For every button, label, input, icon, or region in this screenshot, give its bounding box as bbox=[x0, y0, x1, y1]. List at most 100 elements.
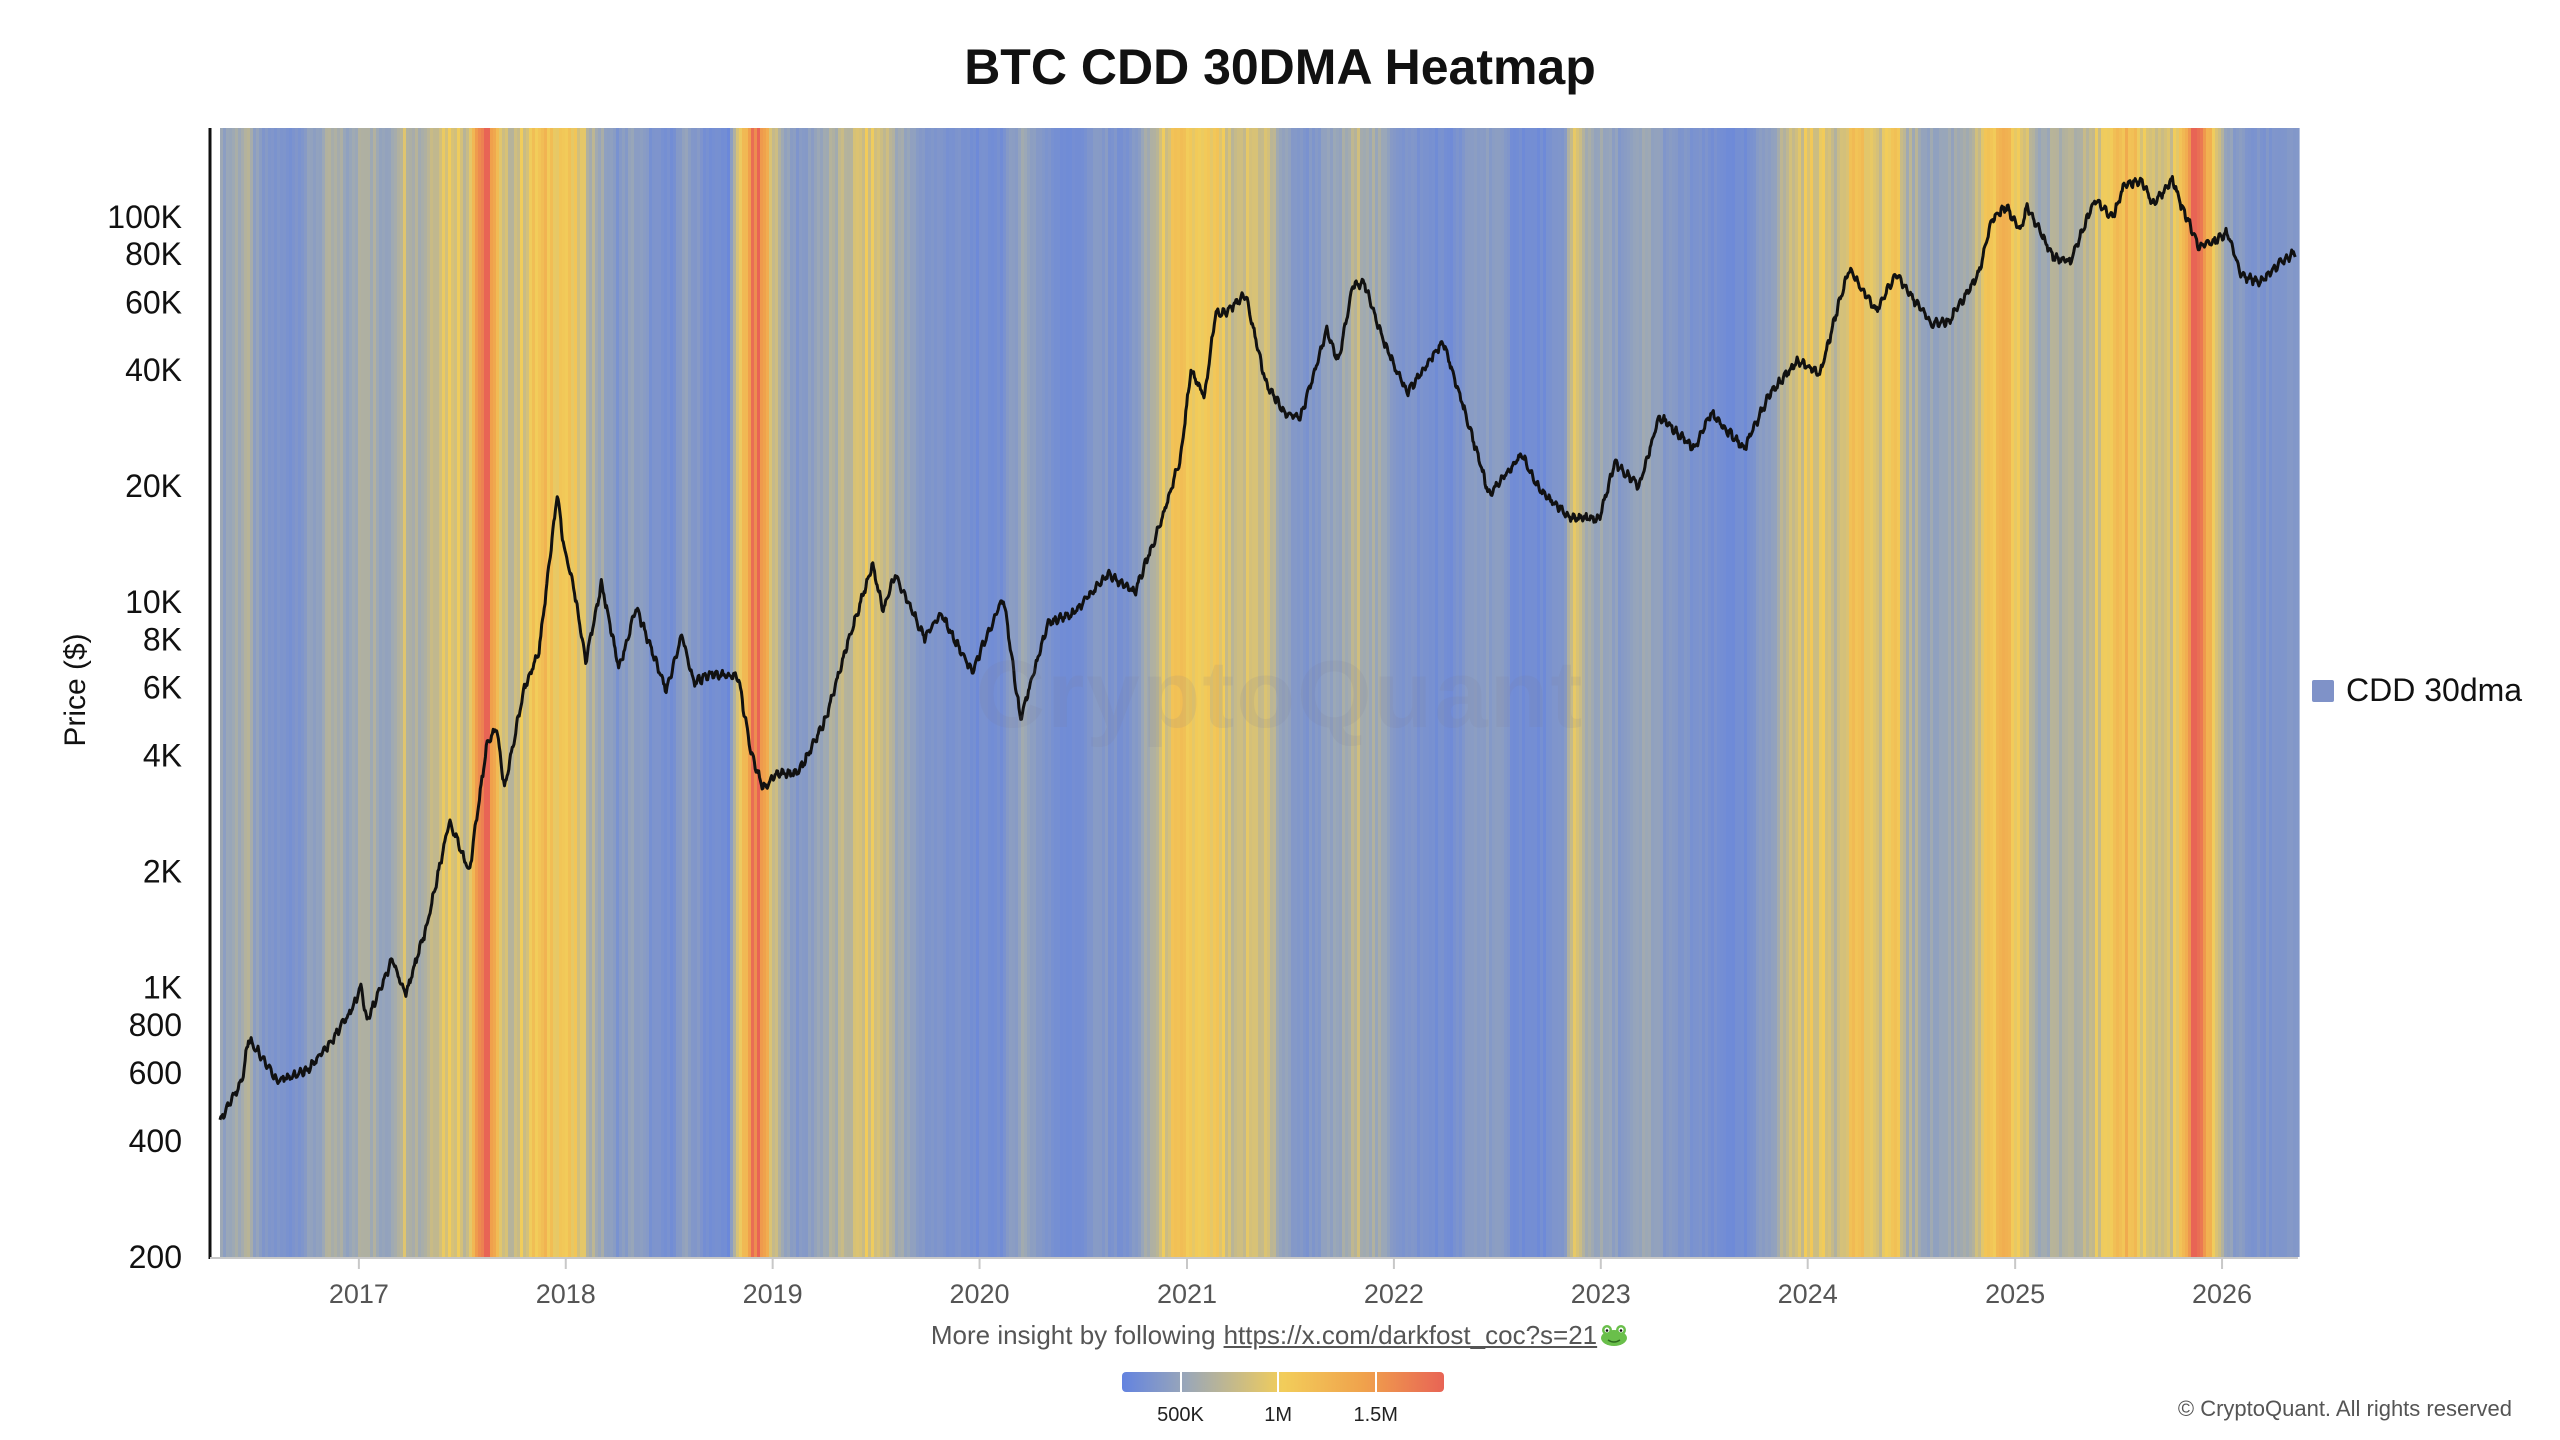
heat-band bbox=[619, 128, 623, 1257]
heat-band bbox=[1564, 128, 1568, 1257]
heat-band bbox=[2296, 128, 2300, 1257]
heat-band bbox=[1096, 128, 1100, 1257]
heat-band bbox=[2248, 128, 2252, 1257]
heat-band bbox=[1888, 128, 1892, 1257]
heat-band bbox=[2215, 128, 2219, 1257]
heat-band bbox=[1357, 128, 1361, 1257]
heat-band bbox=[1159, 128, 1163, 1257]
heat-band bbox=[2284, 128, 2288, 1257]
heat-band bbox=[358, 128, 362, 1257]
heat-band bbox=[1675, 128, 1679, 1257]
heat-band bbox=[1987, 128, 1991, 1257]
heat-band bbox=[1654, 128, 1658, 1257]
heat-band bbox=[874, 128, 878, 1257]
heat-band bbox=[1450, 128, 1454, 1257]
heat-band bbox=[2227, 128, 2231, 1257]
heat-band bbox=[1327, 128, 1331, 1257]
heat-band bbox=[295, 128, 299, 1257]
heat-band bbox=[679, 128, 683, 1257]
heat-band bbox=[1993, 128, 1997, 1257]
heat-band bbox=[1060, 128, 1064, 1257]
heat-band bbox=[1492, 128, 1496, 1257]
watermark: CryptoQuant bbox=[975, 641, 1585, 748]
heat-band bbox=[1249, 128, 1253, 1257]
heat-band bbox=[622, 128, 626, 1257]
heat-band bbox=[1489, 128, 1493, 1257]
heat-band bbox=[697, 128, 701, 1257]
heat-band bbox=[517, 128, 521, 1257]
y-tick-label: 1K bbox=[143, 970, 182, 1006]
heat-band bbox=[1702, 128, 1706, 1257]
heat-band bbox=[1291, 128, 1295, 1257]
heat-band bbox=[1021, 128, 1025, 1257]
heat-band bbox=[847, 128, 851, 1257]
heat-band bbox=[2293, 128, 2297, 1257]
heat-band bbox=[1234, 128, 1238, 1257]
heat-band bbox=[1429, 128, 1433, 1257]
heat-band bbox=[970, 128, 974, 1257]
heat-band bbox=[223, 128, 227, 1257]
heat-band bbox=[478, 128, 482, 1257]
heat-band bbox=[1042, 128, 1046, 1257]
heat-band bbox=[313, 128, 317, 1257]
heat-band bbox=[889, 128, 893, 1257]
heat-band bbox=[1903, 128, 1907, 1257]
heat-band bbox=[2149, 128, 2153, 1257]
heat-band bbox=[1792, 128, 1796, 1257]
heat-band bbox=[1849, 128, 1853, 1257]
heat-band bbox=[2176, 128, 2180, 1257]
heat-band bbox=[1039, 128, 1043, 1257]
heat-band bbox=[1474, 128, 1478, 1257]
heat-band bbox=[1378, 128, 1382, 1257]
heat-band bbox=[2104, 128, 2108, 1257]
heat-band bbox=[649, 128, 653, 1257]
heat-band bbox=[226, 128, 230, 1257]
heat-band bbox=[2290, 128, 2294, 1257]
legend-label: CDD 30dma bbox=[2346, 672, 2523, 708]
heat-band bbox=[667, 128, 671, 1257]
heat-band bbox=[973, 128, 977, 1257]
y-tick-label: 100K bbox=[107, 199, 182, 235]
heat-band bbox=[1519, 128, 1523, 1257]
heat-band bbox=[586, 128, 590, 1257]
heat-band bbox=[412, 128, 416, 1257]
heat-band bbox=[808, 128, 812, 1257]
heat-band bbox=[712, 128, 716, 1257]
heat-band bbox=[1864, 128, 1868, 1257]
heat-band bbox=[370, 128, 374, 1257]
y-tick-label: 400 bbox=[129, 1123, 182, 1159]
heat-band bbox=[340, 128, 344, 1257]
heat-band bbox=[502, 128, 506, 1257]
heat-band bbox=[2257, 128, 2261, 1257]
heat-band bbox=[1771, 128, 1775, 1257]
heat-band bbox=[631, 128, 635, 1257]
heat-band bbox=[271, 128, 275, 1257]
heat-band bbox=[2221, 128, 2225, 1257]
heat-band bbox=[1801, 128, 1805, 1257]
legend[interactable]: CDD 30dma bbox=[2312, 672, 2522, 709]
heat-band bbox=[1372, 128, 1376, 1257]
colorbar-tick-label: 1M bbox=[1264, 1404, 1293, 1426]
heat-band bbox=[1309, 128, 1313, 1257]
heat-band bbox=[1507, 128, 1511, 1257]
heat-band bbox=[1918, 128, 1922, 1257]
heat-band bbox=[259, 128, 263, 1257]
heat-band bbox=[1303, 128, 1307, 1257]
heat-band bbox=[1495, 128, 1499, 1257]
heat-band bbox=[427, 128, 431, 1257]
heat-band bbox=[1933, 128, 1937, 1257]
heat-band bbox=[916, 128, 920, 1257]
heat-band bbox=[1798, 128, 1802, 1257]
heat-band bbox=[571, 128, 575, 1257]
heat-band bbox=[439, 128, 443, 1257]
x-tick-label: 2024 bbox=[1778, 1279, 1838, 1309]
heat-band bbox=[598, 128, 602, 1257]
heat-band bbox=[1930, 128, 1934, 1257]
insight-link[interactable]: https://x.com/darkfost_coc?s=21 bbox=[1223, 1320, 1598, 1350]
heat-band bbox=[1939, 128, 1943, 1257]
heat-band bbox=[1432, 128, 1436, 1257]
heat-band bbox=[382, 128, 386, 1257]
heat-band bbox=[1024, 128, 1028, 1257]
heat-band bbox=[976, 128, 980, 1257]
heat-band bbox=[1714, 128, 1718, 1257]
